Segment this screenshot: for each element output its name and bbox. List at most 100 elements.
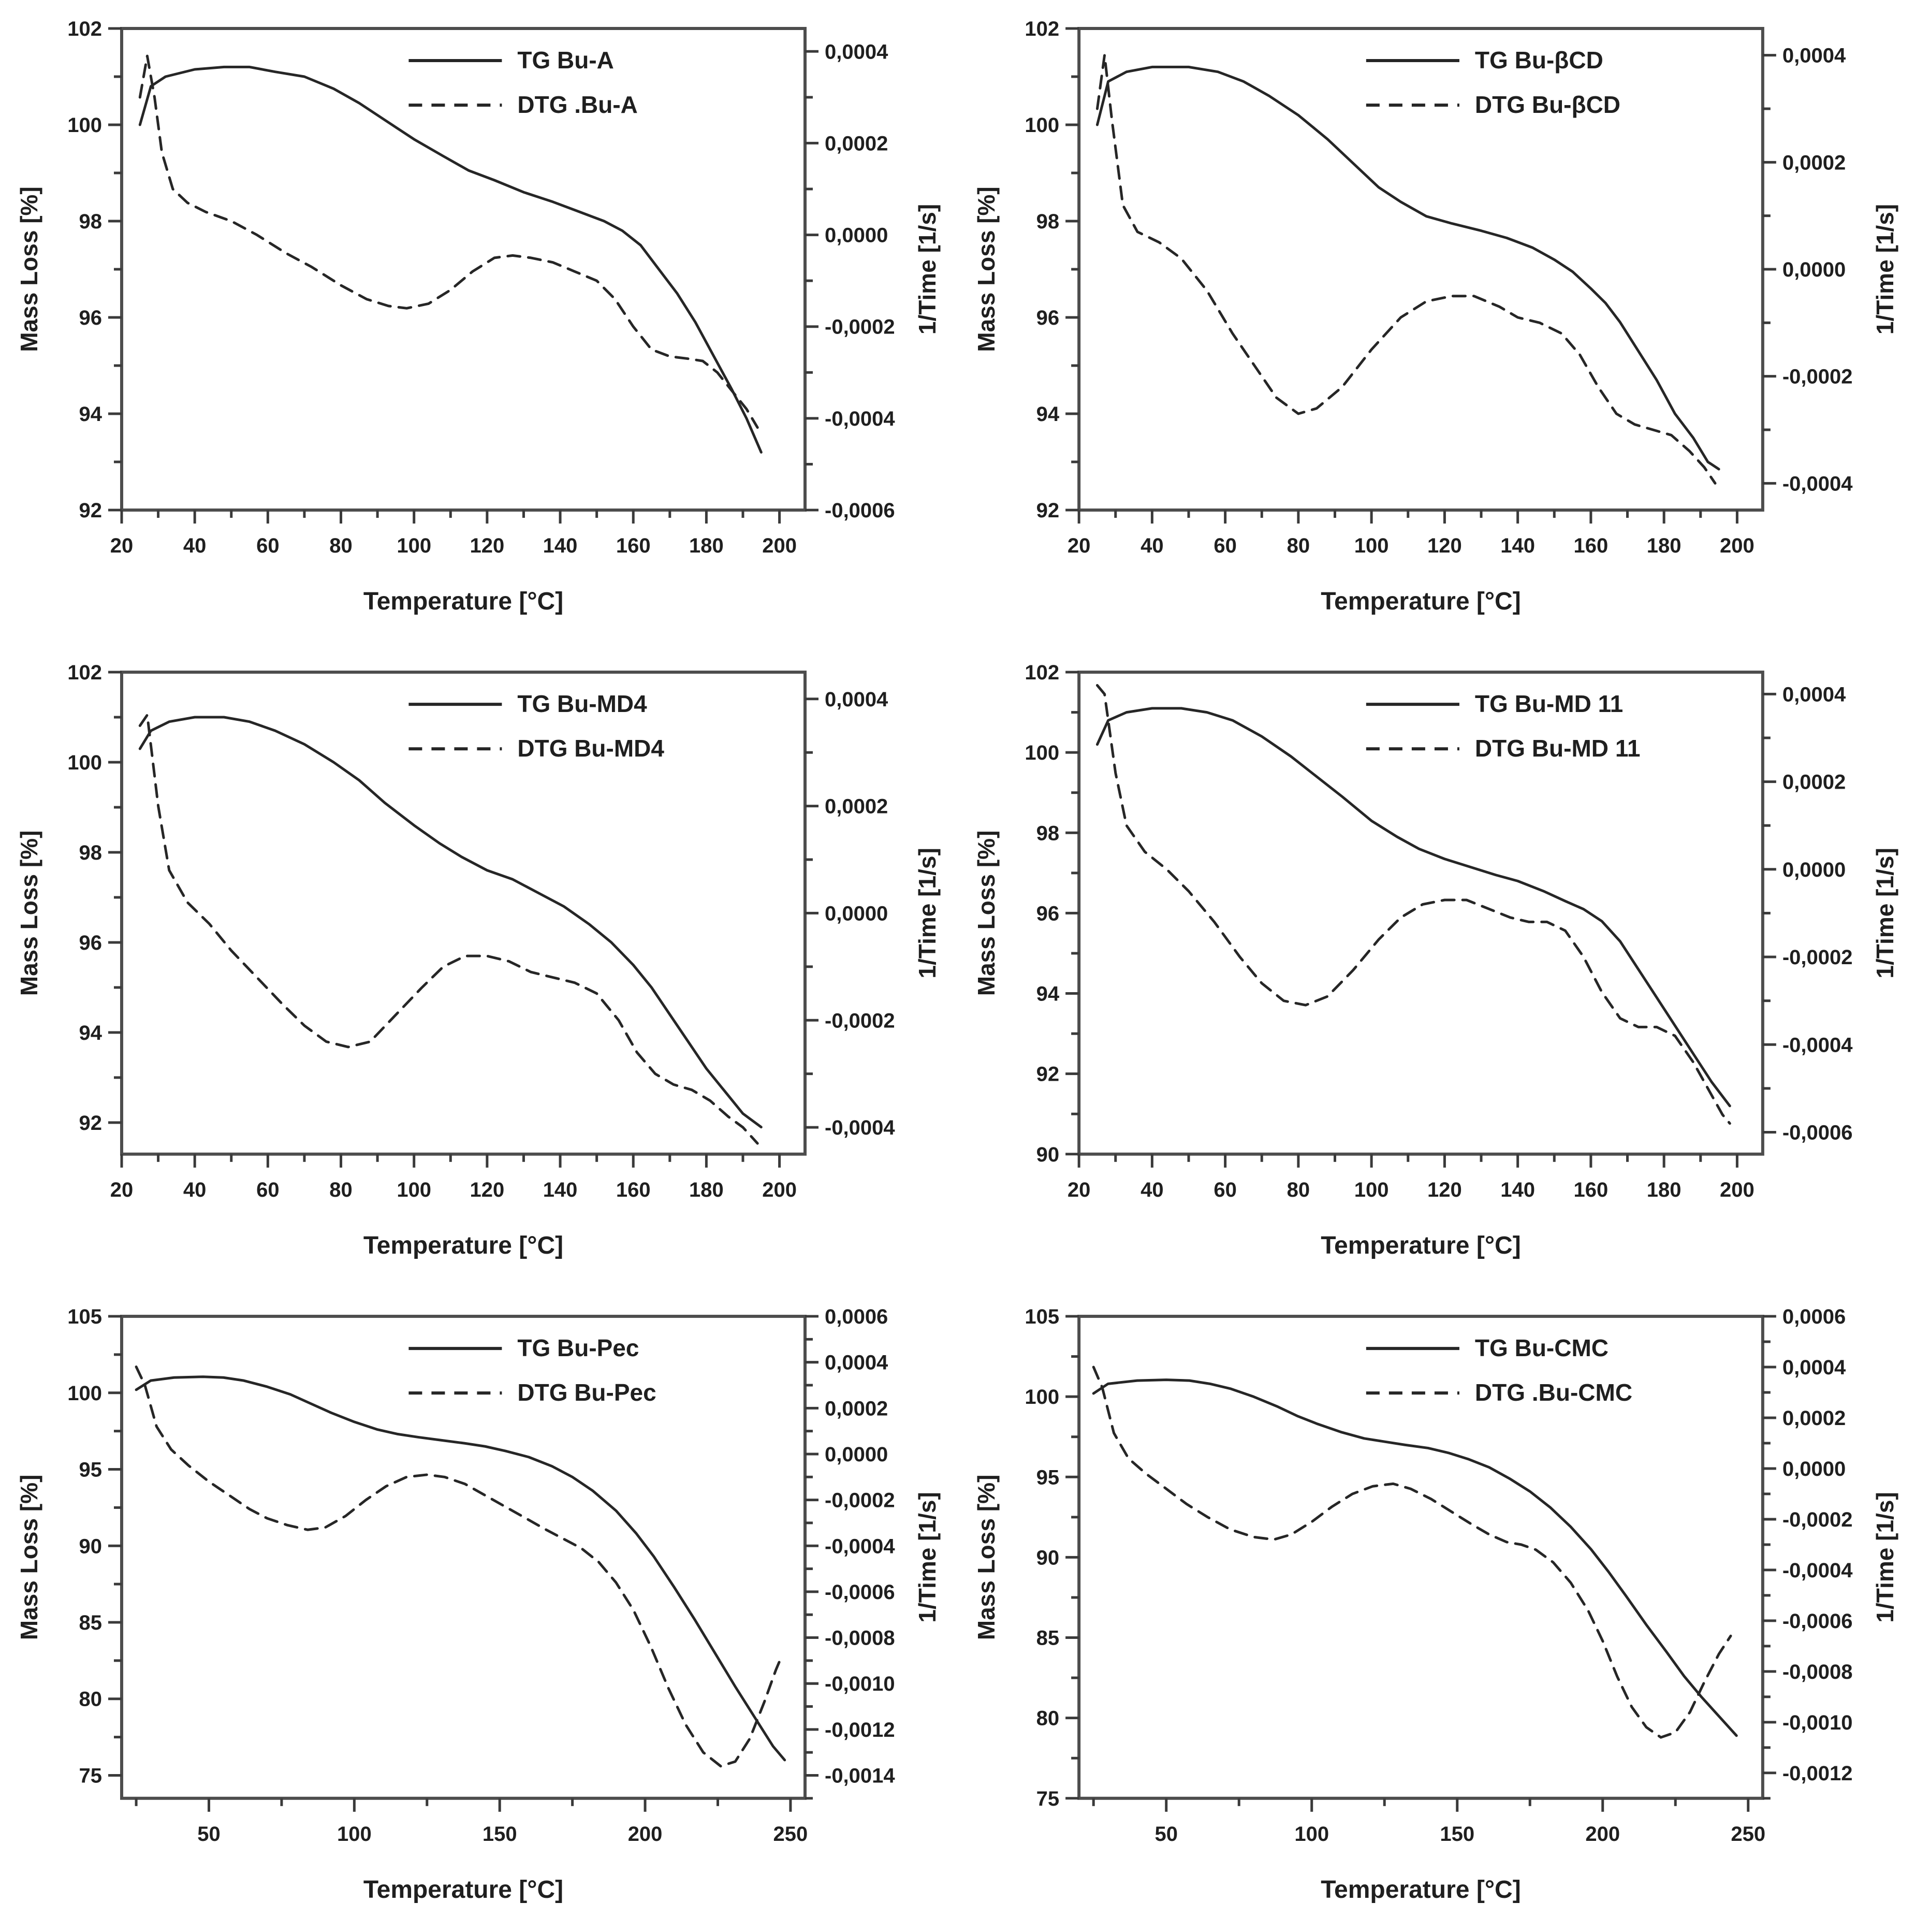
x-tick-label: 100 <box>397 534 431 557</box>
axis-ticks <box>1065 1315 1776 1812</box>
r-tick-label: -0,0014 <box>825 1764 895 1787</box>
y-tick-label: 92 <box>79 1112 102 1135</box>
r-tick-label: 0,0002 <box>825 795 888 818</box>
r-tick-label: -0,0008 <box>825 1627 895 1650</box>
axis-ticks <box>1065 27 1776 524</box>
y-tick-label: 100 <box>67 751 102 774</box>
y-tick-label: 100 <box>67 1382 102 1405</box>
y-tick-label: 90 <box>1036 1546 1060 1569</box>
y-axis-title: Mass Loss [%] <box>973 186 1000 352</box>
legend-label: TG Bu-MD 11 <box>1475 690 1623 717</box>
x-tick-label: 200 <box>762 534 797 557</box>
x-tick-label: 140 <box>543 1179 578 1201</box>
x-tick-label: 120 <box>1427 534 1462 557</box>
x-tick-label: 80 <box>329 1179 352 1201</box>
legend-label: DTG Bu-MD 11 <box>1475 735 1641 762</box>
r-tick-label: 0,0004 <box>1782 683 1846 706</box>
y-tick-label: 85 <box>79 1611 102 1634</box>
legend-label: TG Bu-MD4 <box>517 690 647 717</box>
dtg-curve <box>1095 684 1731 1125</box>
y-tick-label: 100 <box>1025 114 1059 137</box>
x-axis-title: Temperature [°C] <box>1321 1232 1521 1259</box>
x-tick-label: 20 <box>110 534 134 557</box>
y-tick-label: 94 <box>79 403 103 426</box>
r-tick-label: 0,0004 <box>1782 1356 1846 1379</box>
r-tick-label: -0,0002 <box>1782 1508 1853 1531</box>
x-tick-label: 40 <box>1141 534 1164 557</box>
y-tick-label: 102 <box>1025 18 1059 40</box>
r-tick-label: 0,0002 <box>1782 151 1846 174</box>
tg-curve <box>1095 65 1720 471</box>
y-axis-title: Mass Loss [%] <box>16 831 42 996</box>
x-tick-label: 20 <box>1068 534 1091 557</box>
r-tick-label: -0,0002 <box>1782 946 1853 969</box>
x-tick-label: 20 <box>110 1179 133 1201</box>
x-tick-label: 60 <box>1214 1179 1237 1201</box>
r-axis-title: 1/Time [1/s] <box>1872 204 1898 335</box>
r-tick-label: 0,0002 <box>825 132 888 155</box>
x-tick-label: 100 <box>1294 1823 1329 1846</box>
dtg-curve <box>138 54 759 429</box>
y-tick-label: 98 <box>79 841 102 864</box>
legend-label: DTG Bu-MD4 <box>517 735 664 762</box>
y-tick-label: 98 <box>79 210 103 233</box>
tg-curve <box>135 1375 786 1762</box>
r-tick-label: -0,0002 <box>825 1489 895 1512</box>
tg-curve <box>138 716 763 1129</box>
r-tick-label: 0,0000 <box>825 224 888 247</box>
panel-bu-md4: 20 40 60 80 100 120 140 160 180 200 102 100 98 96 94 92… <box>0 644 957 1288</box>
x-tick-label: 60 <box>256 1179 279 1201</box>
r-tick-label: -0,0012 <box>825 1719 895 1741</box>
y-tick-label: 75 <box>79 1764 102 1787</box>
y-tick-label: 90 <box>79 1535 102 1558</box>
x-tick-label: 140 <box>543 534 578 557</box>
y-tick-label: 90 <box>1036 1143 1060 1166</box>
r-tick-label: -0,0002 <box>1782 366 1853 388</box>
x-tick-label: 150 <box>483 1823 517 1846</box>
y-tick-label: 85 <box>1036 1627 1060 1650</box>
panel-bu-bcd: 20 40 60 80 100 120 140 160 180 200 102 100 98 96 94 92… <box>957 0 1915 644</box>
legend-label: TG Bu-CMC <box>1475 1334 1609 1361</box>
r-tick-label: 0,0004 <box>1782 45 1846 67</box>
y-axis-title: Mass Loss [%] <box>16 1475 42 1640</box>
r-tick-label: -0,0006 <box>1782 1610 1853 1633</box>
panel-bu-md11: 20 40 60 80 100 120 140 160 180 200 102 100 98 96 94 92… <box>957 644 1915 1288</box>
legend-label: TG Bu-Pec <box>517 1334 639 1361</box>
r-tick-label: -0,0006 <box>1782 1121 1853 1144</box>
panel-bu-cmc: 50 100 150 200 250 105 100 95 90 85 80 75 0,0006 0,00… <box>957 1288 1915 1932</box>
chart-bu-md4: 20 40 60 80 100 120 140 160 180 200 102 100 98 96 94 92… <box>16 661 941 1259</box>
r-tick-label: -0,0004 <box>1782 1559 1853 1582</box>
y-tick-label: 102 <box>67 18 102 40</box>
x-tick-label: 100 <box>1354 1179 1389 1201</box>
y-tick-label: 105 <box>67 1305 102 1328</box>
r-tick-label: -0,0010 <box>825 1673 895 1695</box>
x-tick-label: 200 <box>1720 1179 1755 1201</box>
axis-ticks <box>108 1315 818 1812</box>
x-axis-title: Temperature [°C] <box>363 1232 563 1259</box>
r-tick-label: 0,0006 <box>825 1305 888 1328</box>
y-tick-label: 92 <box>1036 1063 1060 1086</box>
r-axis-title: 1/Time [1/s] <box>1872 1492 1898 1622</box>
x-tick-label: 80 <box>329 534 353 557</box>
x-tick-label: 200 <box>628 1823 663 1846</box>
x-tick-label: 140 <box>1500 534 1535 557</box>
r-tick-label: 0,0004 <box>825 1352 888 1374</box>
x-tick-label: 120 <box>1427 1179 1462 1201</box>
x-tick-label: 250 <box>773 1823 808 1846</box>
r-tick-label: 0,0006 <box>1782 1305 1846 1328</box>
r-tick-label: -0,0012 <box>1782 1762 1853 1785</box>
x-tick-label: 180 <box>689 534 724 557</box>
legend-label: DTG .Bu-A <box>517 91 638 118</box>
y-tick-label: 94 <box>1036 403 1060 426</box>
legend-label: TG Bu-βCD <box>1475 47 1603 74</box>
chart-bu-cmc: 50 100 150 200 250 105 100 95 90 85 80 75 0,0006 0,00… <box>973 1305 1898 1904</box>
plot-frame <box>1077 1315 1764 1800</box>
r-tick-label: -0,0004 <box>1782 1034 1853 1056</box>
r-tick-label: -0,0006 <box>825 499 895 522</box>
y-axis-title: Mass Loss [%] <box>16 186 42 352</box>
legend-label: DTG Bu-βCD <box>1475 91 1620 118</box>
x-tick-label: 80 <box>1287 1179 1310 1201</box>
axis-ticks <box>108 671 818 1168</box>
chart-bu-pec: 50 100 150 200 250 105 100 95 90 85 80 75 0,0006 0,00… <box>16 1305 941 1904</box>
x-tick-label: 180 <box>1647 534 1682 557</box>
